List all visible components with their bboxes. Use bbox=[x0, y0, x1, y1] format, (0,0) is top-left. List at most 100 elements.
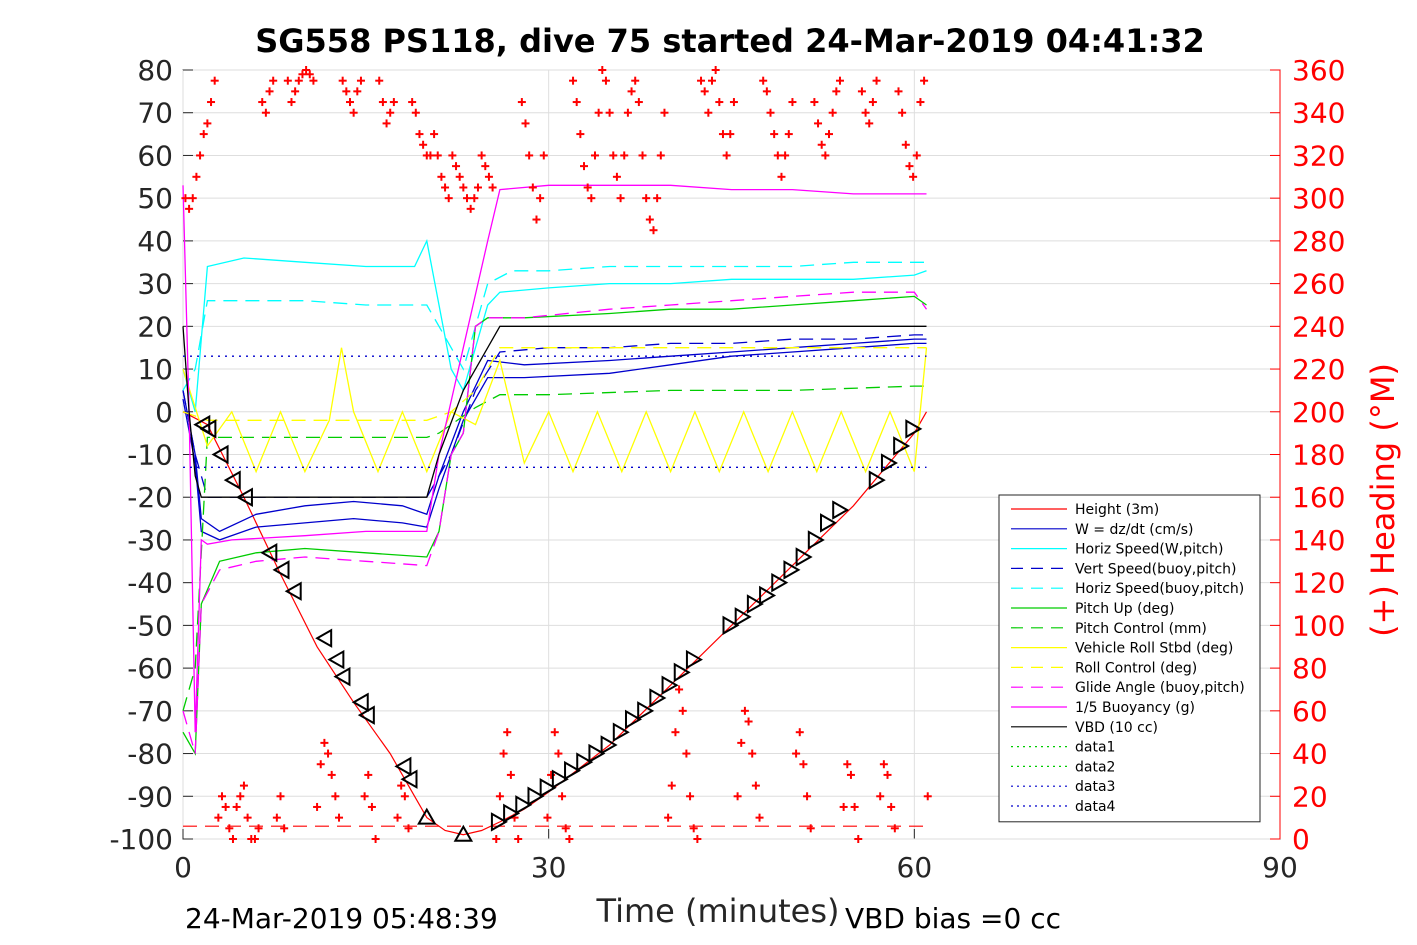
y-right-tick-label: 300 bbox=[1292, 182, 1345, 215]
timestamp-footer: 24-Mar-2019 05:48:39 bbox=[185, 902, 498, 935]
height-marker bbox=[600, 735, 618, 755]
heading-point bbox=[324, 749, 333, 758]
x-tick-label: 90 bbox=[1262, 851, 1298, 884]
heading-point bbox=[909, 172, 918, 181]
heading-point bbox=[291, 87, 300, 96]
heading-point bbox=[835, 76, 844, 85]
heading-point bbox=[506, 770, 515, 779]
y-right-tick-label: 280 bbox=[1292, 225, 1345, 258]
heading-point bbox=[382, 119, 391, 128]
heading-point bbox=[762, 87, 771, 96]
heading-point bbox=[389, 98, 398, 107]
y-left-tick-label: 40 bbox=[137, 225, 173, 258]
y-right-tick-label: 40 bbox=[1292, 738, 1328, 771]
heading-point bbox=[199, 130, 208, 139]
heading-point bbox=[492, 835, 501, 843]
y-right-tick-label: 60 bbox=[1292, 695, 1328, 728]
x-axis-label: Time (minutes) bbox=[596, 892, 840, 930]
heading-point bbox=[254, 824, 263, 833]
heading-point bbox=[404, 824, 413, 833]
heading-point bbox=[514, 835, 523, 843]
series-line-w-dz-dt-cm-s bbox=[182, 338, 927, 533]
heading-point bbox=[846, 770, 855, 779]
heading-point bbox=[411, 108, 420, 117]
heading-point bbox=[430, 130, 439, 139]
legend-entry: data3 bbox=[1075, 779, 1115, 795]
heading-point bbox=[806, 824, 815, 833]
heading-point bbox=[777, 172, 786, 181]
legend-entry: data2 bbox=[1075, 759, 1115, 775]
heading-point bbox=[729, 98, 738, 107]
height-marker bbox=[564, 760, 582, 781]
y-left-tick-label: -90 bbox=[127, 780, 173, 813]
heading-point bbox=[345, 98, 354, 107]
chart-title: SG558 PS118, dive 75 started 24-Mar-2019… bbox=[255, 22, 1205, 60]
heading-point bbox=[207, 98, 216, 107]
heading-point bbox=[309, 76, 318, 85]
y-left-tick-label: -10 bbox=[127, 439, 173, 472]
heading-point bbox=[843, 760, 852, 769]
heading-point bbox=[861, 108, 870, 117]
legend-entry: VBD (10 cc) bbox=[1075, 720, 1158, 736]
heading-point bbox=[364, 770, 373, 779]
heading-point bbox=[375, 76, 384, 85]
heading-point bbox=[686, 792, 695, 801]
heading-point bbox=[408, 98, 417, 107]
heading-point bbox=[360, 792, 369, 801]
heading-point bbox=[218, 792, 227, 801]
heading-point bbox=[923, 792, 932, 801]
heading-point bbox=[583, 183, 592, 192]
heading-point bbox=[203, 119, 212, 128]
heading-point bbox=[740, 706, 749, 715]
height-marker bbox=[807, 530, 825, 550]
heading-point bbox=[572, 98, 581, 107]
heading-point bbox=[580, 162, 589, 171]
heading-point bbox=[528, 183, 537, 192]
heading-point bbox=[569, 76, 578, 85]
heading-point bbox=[503, 728, 512, 737]
heading-point bbox=[393, 813, 402, 822]
heading-point bbox=[788, 98, 797, 107]
height-marker bbox=[503, 803, 521, 824]
y-right-tick-label: 320 bbox=[1292, 139, 1345, 172]
heading-point bbox=[192, 172, 201, 181]
heading-point bbox=[305, 70, 314, 79]
heading-point bbox=[697, 76, 706, 85]
heading-point bbox=[463, 194, 472, 203]
height-marker bbox=[722, 615, 740, 636]
heading-point bbox=[722, 151, 731, 160]
heading-point bbox=[656, 151, 665, 160]
heading-point bbox=[839, 802, 848, 811]
y-left-tick-label: -20 bbox=[127, 481, 173, 514]
legend-entry: Pitch Up (deg) bbox=[1075, 601, 1174, 617]
heading-point bbox=[236, 792, 245, 801]
height-marker bbox=[759, 585, 777, 606]
y-left-tick-label: 20 bbox=[137, 310, 173, 343]
height-marker bbox=[199, 419, 217, 439]
series-line-glide-angle-buoy-pitch bbox=[182, 291, 928, 754]
heading-point bbox=[850, 802, 859, 811]
heading-point bbox=[349, 108, 358, 117]
heading-point bbox=[210, 76, 219, 85]
heading-point bbox=[748, 749, 757, 758]
y-left-tick-label: -100 bbox=[109, 823, 173, 856]
series-line-1-5-buoyancy-g bbox=[182, 184, 927, 733]
heading-point bbox=[718, 130, 727, 139]
heading-point bbox=[532, 215, 541, 224]
heading-point bbox=[539, 151, 548, 160]
heading-point bbox=[916, 98, 925, 107]
heading-point bbox=[452, 162, 461, 171]
heading-point bbox=[250, 835, 259, 843]
heading-point bbox=[313, 802, 322, 811]
height-marker bbox=[539, 778, 557, 798]
height-marker bbox=[734, 607, 752, 627]
y-left-tick-label: 0 bbox=[155, 396, 173, 429]
heading-point bbox=[660, 108, 669, 117]
heading-point bbox=[645, 215, 654, 224]
heading-point bbox=[342, 87, 351, 96]
y-right-tick-label: 0 bbox=[1292, 823, 1310, 856]
y-left-tick-label: 30 bbox=[137, 268, 173, 301]
y-right-tick-label: 100 bbox=[1292, 609, 1345, 642]
heading-point bbox=[766, 108, 775, 117]
